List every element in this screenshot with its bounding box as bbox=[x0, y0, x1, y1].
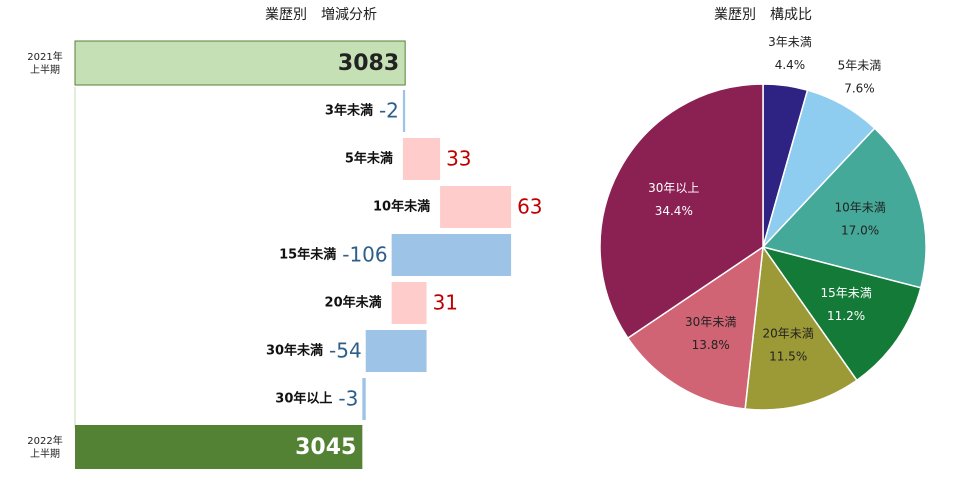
bar bbox=[75, 425, 363, 469]
category-label: 5年未満 bbox=[345, 151, 393, 167]
slice-value-label: 4.4% bbox=[775, 58, 806, 72]
category-label: 30年以上 bbox=[275, 391, 332, 407]
slice-value-label: 13.8% bbox=[692, 338, 730, 352]
chart-title: 業歴別 増減分析 bbox=[265, 6, 377, 23]
category-label: 15年未満 bbox=[279, 247, 336, 263]
slice-category-label: 30年以上 bbox=[648, 181, 699, 195]
bar bbox=[391, 234, 512, 276]
bar bbox=[74, 40, 406, 86]
slice-category-label: 20年未満 bbox=[763, 326, 814, 340]
value-label: 31 bbox=[433, 291, 458, 315]
value-label: 3045 bbox=[295, 435, 356, 460]
bar bbox=[365, 330, 427, 372]
value-label: 63 bbox=[517, 195, 542, 219]
category-label: 30年未満 bbox=[266, 343, 323, 359]
value-label: -2 bbox=[379, 99, 399, 123]
slice-value-label: 7.6% bbox=[844, 81, 875, 95]
chart-title: 業歴別 構成比 bbox=[714, 7, 812, 23]
slice-value-label: 11.2% bbox=[827, 309, 865, 323]
category-label: 20年未満 bbox=[325, 295, 382, 311]
category-label: 10年未満 bbox=[373, 199, 430, 215]
slice-value-label: 34.4% bbox=[655, 204, 693, 218]
slice-category-label: 3年未満 bbox=[768, 35, 812, 49]
value-label: -54 bbox=[329, 339, 362, 363]
slice-value-label: 11.5% bbox=[769, 349, 807, 363]
slice-value-label: 17.0% bbox=[841, 223, 879, 237]
pie-slice bbox=[744, 244, 858, 411]
category-label: 2022年上半期 bbox=[27, 434, 62, 460]
pie-slice bbox=[599, 83, 764, 340]
slice-category-label: 5年未満 bbox=[838, 58, 882, 72]
bar bbox=[440, 186, 512, 228]
pie-slice bbox=[626, 245, 764, 410]
bar bbox=[402, 90, 406, 132]
pie-slice bbox=[761, 245, 922, 382]
category-label: 3年未満 bbox=[325, 103, 373, 119]
bar bbox=[391, 282, 427, 324]
slice-category-label: 10年未満 bbox=[834, 200, 885, 214]
category-label: 2021年上半期 bbox=[27, 50, 62, 76]
bar bbox=[402, 138, 441, 180]
slice-category-label: 15年未満 bbox=[820, 286, 871, 300]
pie-slice bbox=[761, 127, 927, 289]
slice-category-label: 30年未満 bbox=[685, 315, 736, 329]
bar bbox=[362, 378, 366, 420]
value-label: 33 bbox=[446, 147, 471, 171]
value-label: 3083 bbox=[338, 51, 399, 76]
value-label: -106 bbox=[342, 243, 387, 267]
value-label: -3 bbox=[338, 387, 358, 411]
